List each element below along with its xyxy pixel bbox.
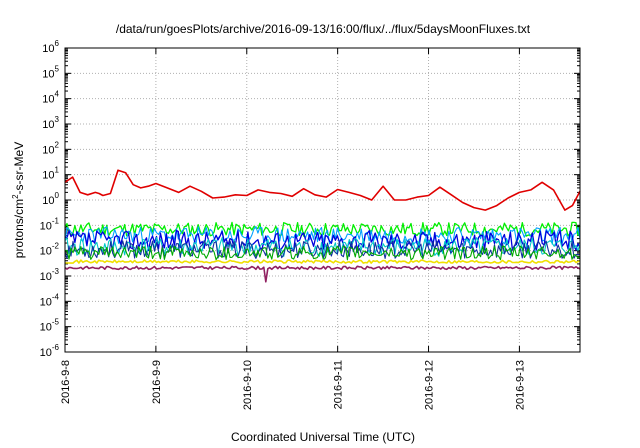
y-tick-label: 106 bbox=[42, 39, 59, 55]
y-tick-exp: 5 bbox=[55, 64, 60, 73]
y-tick-base: 10 bbox=[42, 144, 54, 156]
y-tick-base: 10 bbox=[40, 322, 52, 334]
series-line-4 bbox=[64, 229, 581, 252]
y-tick-label: 10-4 bbox=[40, 292, 60, 308]
y-tick-label: 101 bbox=[42, 166, 59, 182]
y-tick-base: 10 bbox=[42, 43, 54, 55]
x-tick-label: 2016-9-13 bbox=[514, 360, 526, 410]
y-tick-label: 102 bbox=[42, 140, 59, 156]
y-tick-exp: 0 bbox=[55, 191, 60, 200]
x-tick-label: 2016-9-12 bbox=[424, 360, 436, 410]
x-tick-label: 2016-9-8 bbox=[60, 360, 72, 404]
series-line-7 bbox=[64, 245, 581, 261]
y-tick-labels: 10610510410310210110010-110-210-310-410-… bbox=[40, 39, 60, 359]
y-tick-base: 10 bbox=[42, 195, 54, 207]
y-tick-label: 103 bbox=[42, 115, 59, 131]
y-tick-label: 10-5 bbox=[40, 318, 60, 334]
y-tick-exp: 4 bbox=[55, 90, 60, 99]
y-tick-exp: -4 bbox=[52, 292, 60, 301]
x-tick-labels: 2016-9-8 2016-9-9 2016-9-10 2016-9-11 2016-9… bbox=[60, 360, 526, 410]
y-tick-base: 10 bbox=[40, 246, 52, 258]
y-tick-base: 10 bbox=[42, 68, 54, 80]
series-line-9 bbox=[64, 265, 581, 283]
y-axis-label: protons/cm2-s-sr-MeV bbox=[11, 142, 26, 258]
y-tick-exp: -3 bbox=[52, 267, 60, 276]
y-tick-exp: -2 bbox=[52, 242, 60, 251]
y-tick-exp: 2 bbox=[55, 140, 60, 149]
y-tick-label: 10-3 bbox=[40, 267, 60, 283]
x-tick-label: 2016-9-10 bbox=[242, 360, 254, 410]
y-tick-label: 10-6 bbox=[40, 343, 60, 359]
y-tick-label: 104 bbox=[42, 90, 59, 106]
series-line-1 bbox=[64, 169, 581, 211]
y-axis-label-sup: 2 bbox=[11, 194, 20, 199]
y-tick-exp: -1 bbox=[52, 216, 60, 225]
series-line-8 bbox=[64, 259, 580, 264]
y-tick-base: 10 bbox=[40, 271, 52, 283]
y-tick-exp: -5 bbox=[52, 318, 60, 327]
y-axis-label-rest: -s-sr-MeV bbox=[12, 142, 26, 195]
y-tick-label: 105 bbox=[42, 64, 59, 80]
y-tick-base: 10 bbox=[40, 220, 52, 232]
y-tick-exp: 3 bbox=[55, 115, 60, 124]
y-tick-base: 10 bbox=[42, 94, 54, 106]
chart-title: /data/run/goesPlots/archive/2016-09-13/1… bbox=[116, 22, 531, 36]
grid bbox=[64, 47, 580, 353]
x-tick-label: 2016-9-11 bbox=[333, 360, 345, 409]
y-tick-base: 10 bbox=[42, 119, 54, 131]
y-axis-label-base: protons/cm bbox=[12, 199, 26, 258]
x-tick-label: 2016-9-9 bbox=[151, 360, 163, 404]
y-tick-base: 10 bbox=[42, 170, 54, 182]
y-tick-label: 10-1 bbox=[40, 216, 60, 232]
y-tick-base: 10 bbox=[40, 347, 52, 359]
y-tick-exp: -6 bbox=[52, 343, 60, 352]
series-group bbox=[64, 169, 581, 283]
y-tick-exp: 1 bbox=[55, 166, 60, 175]
y-tick-label: 100 bbox=[42, 191, 59, 207]
y-tick-label: 10-2 bbox=[40, 242, 60, 258]
y-tick-base: 10 bbox=[40, 296, 52, 308]
x-axis-label: Coordinated Universal Time (UTC) bbox=[231, 430, 415, 444]
plot-frame bbox=[64, 47, 581, 353]
y-tick-exp: 6 bbox=[55, 39, 60, 48]
